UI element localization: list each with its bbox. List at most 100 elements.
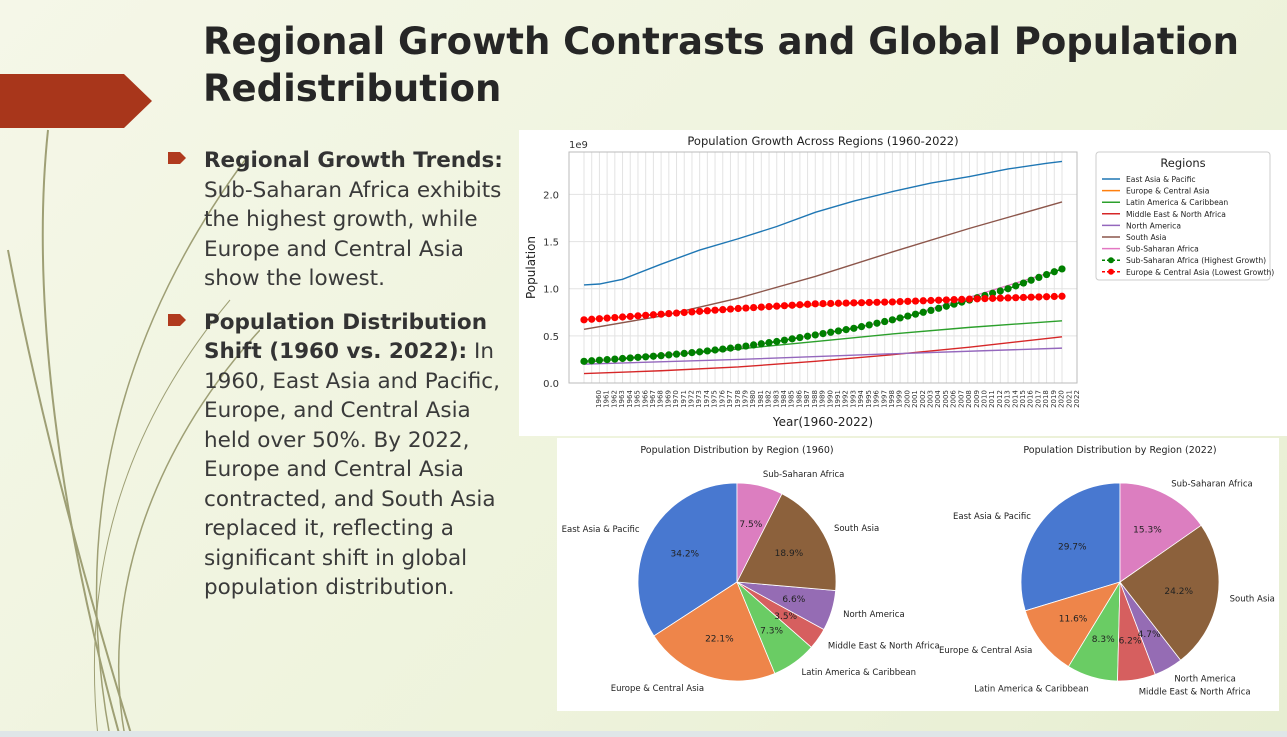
series-point [642,353,650,361]
series-point [850,324,858,332]
series-point [1019,293,1028,302]
pie-pct-label: 22.1% [705,635,734,645]
pie-slice [736,493,837,591]
pie-pct-label: 6.2% [1119,637,1142,647]
x-tick-label: 1980 [749,390,757,408]
series-point [642,311,650,319]
series-point [726,305,735,313]
plot-frame [568,151,1078,384]
x-tick-label: 1968 [657,390,665,408]
pie-category-label: North America [1174,675,1236,685]
x-tick-label: 2008 [965,390,973,408]
legend-label: Middle East & North Africa [1126,210,1226,219]
series-point [935,296,943,304]
series-line [583,336,1063,375]
series-point [996,294,1004,302]
series-point [942,296,950,304]
bottom-strip [0,731,1287,737]
series-point [665,310,673,318]
x-tick-label: 1981 [757,390,765,408]
series-point [611,355,619,363]
x-tick-label: 2015 [1019,390,1027,408]
series-point [611,313,619,322]
x-tick-label: 1990 [826,390,834,408]
series-point [680,308,688,317]
series-point [865,298,873,307]
pie-category-label: Latin America & Caribbean [802,668,916,678]
pie-category-label: Middle East & North Africa [828,642,940,652]
series-point [927,296,935,305]
x-tick-label: 2022 [1073,390,1081,408]
pie-category-label: Latin America & Caribbean [974,684,1088,694]
legend-label: Sub-Saharan Africa [1126,245,1199,254]
pie-slice [1024,581,1121,668]
series-point [811,331,819,339]
series-point [734,304,742,313]
series-point [896,314,904,322]
x-tick-label: 2017 [1034,390,1042,408]
series-point [942,302,950,310]
x-tick-label: 1988 [811,390,819,408]
series-point [819,329,827,338]
series-point [1004,285,1012,293]
legend-label: North America [1126,221,1181,230]
x-tick-label: 1967 [649,390,657,408]
series-point [958,295,966,303]
y-tick-label: 1.0 [543,285,559,296]
series-point [796,301,804,309]
series-point [788,335,796,343]
series-point [981,295,989,303]
series-point [1027,293,1035,301]
series-point [750,341,758,349]
series-point [688,349,696,357]
x-tick-label: 1969 [664,390,672,408]
y-axis-label: Population [524,236,538,299]
series-point [881,298,889,306]
series-point [1027,276,1035,284]
series-point [680,349,688,357]
x-tick-label: 2018 [1042,390,1050,408]
x-tick-label: 2000 [903,390,911,408]
legend-label: Europe & Central Asia (Lowest Growth) [1126,268,1274,277]
series-point [580,357,588,365]
series-point [1050,268,1058,276]
series-point [965,295,974,303]
series-point [996,287,1004,295]
series-point [742,304,750,312]
x-tick-label: 1972 [688,390,696,408]
series-point [919,308,927,316]
series-point [788,301,796,309]
series-point [580,316,588,324]
pie-pct-label: 18.9% [775,549,804,559]
x-tick-label: 1960 [595,390,603,408]
decorative-curves [7,129,260,737]
pie-category-label: Europe & Central Asia [939,646,1032,656]
series-point [857,299,866,307]
series-point [834,327,843,335]
series-point [672,350,681,358]
series-point [726,344,735,352]
pie-category-label: South Asia [1230,595,1275,605]
series-point [904,312,912,320]
x-tick-label: 1962 [610,390,618,408]
pie-charts: Population Distribution by Region (1960)… [562,445,1275,697]
slide-title: Regional Growth Contrasts and Global Pop… [203,20,1239,110]
pie-slice [1119,482,1202,583]
legend-label: Europe & Central Asia [1126,187,1209,196]
series-point [618,354,627,363]
x-tick-label: 1973 [695,390,703,408]
x-axis-label: Year(1960-2022) [772,415,873,429]
series-point [1050,292,1058,301]
series-line [583,347,1063,365]
x-tick-label: 1996 [873,390,881,408]
pie-pct-label: 8.3% [1092,635,1115,645]
pie-pct-label: 6.6% [782,595,805,605]
bullet-item: Population Distribution Shift (1960 vs. … [168,308,503,603]
x-tick-label: 1997 [880,390,888,408]
x-tick-label: 1964 [626,390,634,408]
y-tick-label: 0.0 [543,379,559,390]
legend-marker [1108,257,1114,264]
x-tick-label: 1998 [888,390,896,408]
series-point [765,339,773,347]
x-tick-label: 2003 [927,390,935,408]
